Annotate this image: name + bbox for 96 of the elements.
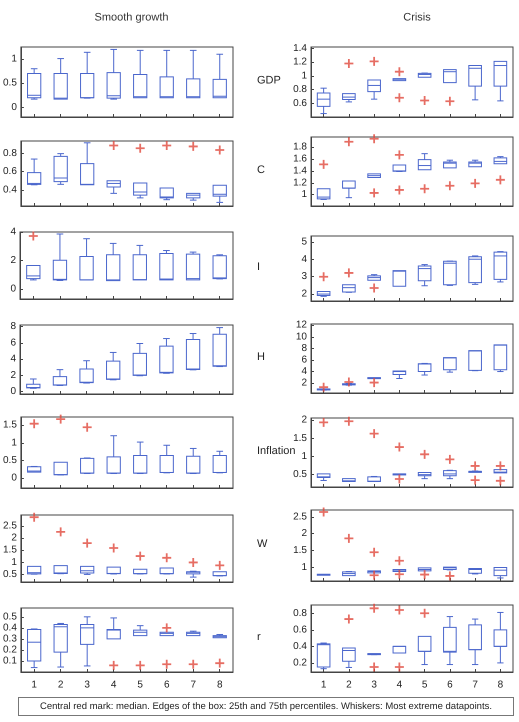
y-tick-label: 0.2	[2, 644, 18, 656]
y-tick-label: 1	[11, 437, 18, 448]
y-tick-label: 4	[301, 366, 308, 378]
y-tick-label: 1.8	[293, 142, 308, 153]
y-tick-label: 0.2	[293, 657, 308, 668]
point	[319, 272, 328, 282]
point	[136, 552, 145, 561]
y-tick-label: 6	[10, 337, 16, 348]
x-tick-label: 7	[472, 680, 478, 690]
y-tick-label: 2.5	[2, 520, 18, 532]
y-axis-title: GDP	[257, 74, 281, 86]
point	[188, 558, 198, 567]
x-tick-label: 6	[447, 680, 454, 690]
y-tick-label: 2	[301, 414, 308, 426]
y-tick-label: 2	[10, 255, 16, 266]
y-tick-label: 8	[10, 321, 16, 332]
y-tick-label: 0	[10, 386, 16, 398]
y-tick-label: 2	[10, 370, 16, 381]
y-axis-title: C	[257, 164, 265, 176]
x-tick-label: 3	[84, 680, 90, 690]
x-tick-label: 1	[320, 680, 327, 690]
y-tick-label: 0.5	[293, 469, 308, 480]
y-tick-label: 4	[10, 354, 16, 365]
y-axis-title: H	[257, 351, 265, 363]
y-tick-label: 2	[301, 378, 308, 389]
x-tick-label: 5	[137, 680, 144, 690]
y-tick-label: 1.5	[2, 544, 18, 556]
text: Central red mark: median. Edges of the box: 25th and 75th percentiles. Whiskers: Most extreme datapoints.	[38, 701, 493, 712]
x-tick-label: 5	[422, 680, 428, 690]
y-tick-label: 1.2	[293, 177, 308, 188]
y-tick-label: 4	[10, 226, 16, 238]
x-tick-label: 2	[346, 680, 352, 690]
y-tick-label: 1.5	[293, 432, 308, 444]
chart-title: Smooth growth	[94, 12, 168, 24]
y-tick-label: 1.4	[293, 165, 308, 176]
y-tick-label: 0.5	[2, 569, 18, 580]
point	[215, 560, 224, 570]
x-tick-label: 4	[396, 680, 403, 690]
x-tick-label: 6	[164, 680, 170, 690]
y-tick-label: 2.5	[293, 511, 308, 522]
chart-title: Crisis	[403, 12, 432, 24]
y-tick-label: 6	[301, 354, 308, 366]
y-axis-title: Inflation	[257, 445, 296, 457]
y-tick-label: 1	[11, 54, 18, 65]
point	[82, 538, 92, 548]
point	[344, 268, 354, 278]
y-tick-label: 0.4	[2, 184, 18, 196]
y-tick-label: 8	[301, 342, 308, 354]
y-tick-label: 1	[301, 70, 308, 82]
y-tick-label: 10	[296, 331, 308, 342]
y-tick-label: 0.8	[293, 84, 308, 96]
x-tick-label: 2	[58, 680, 64, 690]
y-tick-label: 12	[296, 320, 308, 331]
y-tick-label: 2	[301, 528, 308, 540]
y-tick-label: 0.3	[2, 633, 18, 644]
y-tick-label: 0.6	[293, 98, 308, 109]
y-tick-label: 0.5	[2, 454, 18, 466]
y-tick-label: 0.6	[293, 624, 308, 636]
y-tick-label: 0.1	[2, 655, 18, 666]
y-tick-label: 1	[301, 562, 308, 573]
y-tick-label: 0	[11, 102, 18, 113]
y-tick-label: 4	[301, 254, 308, 265]
y-axis-title: W	[257, 538, 268, 550]
point	[56, 414, 66, 424]
y-tick-label: 1	[11, 556, 18, 568]
y-tick-label: 5	[301, 236, 308, 248]
y-tick-label: 1.2	[293, 56, 308, 68]
y-tick-label: 0.5	[2, 78, 18, 89]
y-tick-label: 1.6	[293, 154, 308, 165]
y-tick-label: 0.6	[2, 166, 18, 178]
y-tick-label: 0	[10, 284, 16, 295]
x-tick-label: 7	[190, 680, 196, 690]
x-tick-label: 8	[498, 680, 504, 690]
y-tick-label: 1.5	[293, 545, 308, 556]
x-tick-label: 8	[216, 680, 223, 690]
y-axis-title: r	[257, 631, 261, 643]
y-tick-label: 0	[11, 472, 18, 484]
y-tick-label: 1.4	[293, 42, 308, 54]
y-tick-label: 3	[301, 271, 308, 282]
y-tick-label: 0.8	[2, 148, 18, 160]
y-tick-label: 0.4	[293, 640, 308, 652]
y-tick-label: 1	[301, 450, 308, 462]
x-tick-label: 1	[31, 680, 38, 690]
x-tick-label: 4	[110, 680, 117, 690]
y-tick-label: 0.4	[2, 622, 18, 634]
y-tick-label: 1	[301, 189, 308, 200]
y-tick-label: 0.8	[293, 608, 308, 619]
y-tick-label: 0.5	[2, 611, 18, 622]
x-tick-label: 3	[371, 680, 378, 690]
point	[109, 544, 118, 553]
y-axis-title: I	[257, 261, 260, 273]
point	[370, 284, 379, 292]
y-tick-label: 1.5	[2, 420, 18, 431]
y-tick-label: 2	[301, 288, 308, 300]
y-tick-label: 2	[11, 532, 18, 544]
point	[56, 527, 66, 536]
